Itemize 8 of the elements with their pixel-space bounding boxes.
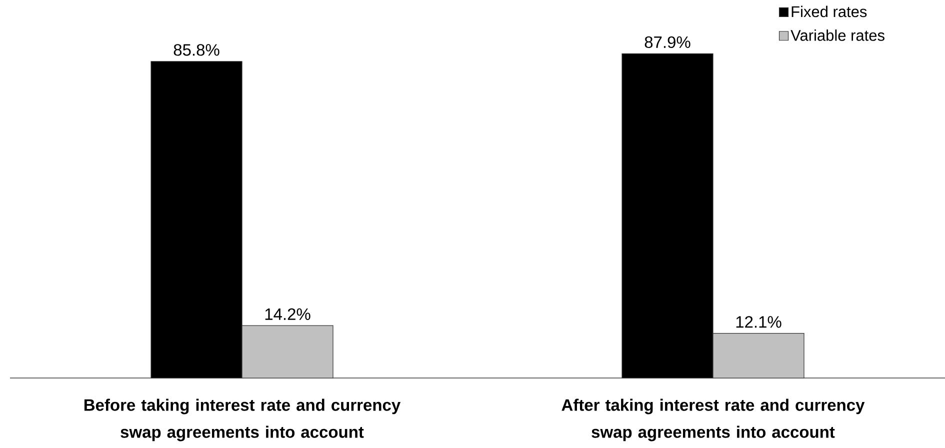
- data-label: 85.8%: [174, 44, 220, 56]
- x-tick-label: Before taking interest rate and currency swap agreements into account: [84, 398, 401, 442]
- data-label: 87.9%: [644, 36, 690, 48]
- x-tick-label: After taking interest rate and currency swap agreements into account: [562, 398, 865, 442]
- data-label: 14.2%: [265, 308, 310, 320]
- data-label: 12.1%: [736, 316, 782, 328]
- legend-label: Variable rates: [790, 30, 884, 41]
- legend-label: Fixed rates: [792, 6, 867, 18]
